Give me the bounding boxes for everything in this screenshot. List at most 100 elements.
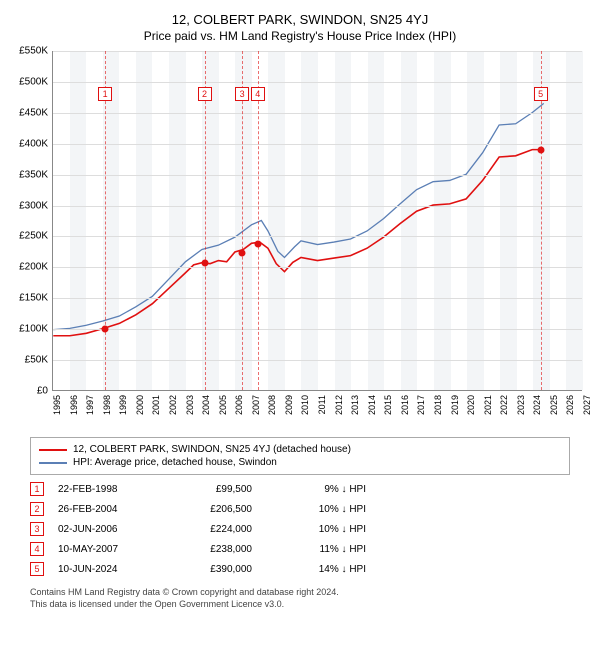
legend-swatch (39, 449, 67, 451)
sales-row-marker: 3 (30, 522, 44, 536)
x-tick-label: 2011 (317, 395, 327, 414)
x-tick-label: 2027 (582, 395, 592, 415)
gridline (53, 267, 582, 268)
title-main: 12, COLBERT PARK, SWINDON, SN25 4YJ (10, 12, 590, 27)
y-tick-label: £550K (19, 46, 48, 57)
x-tick-label: 1997 (85, 395, 95, 415)
x-tick-label: 1995 (52, 395, 62, 415)
x-tick-label: 2014 (367, 395, 377, 415)
footer-line-2: This data is licensed under the Open Gov… (30, 599, 570, 611)
sales-row-date: 10-JUN-2024 (58, 564, 158, 575)
footer-line-1: Contains HM Land Registry data © Crown c… (30, 587, 570, 599)
y-tick-label: £350K (19, 169, 48, 180)
x-tick-label: 2005 (218, 395, 228, 415)
sales-row-date: 22-FEB-1998 (58, 484, 158, 495)
sale-dot (201, 260, 208, 267)
sales-row-diff: 11% ↓ HPI (266, 544, 366, 555)
x-axis: 1995 1996 1997 1998 1999 2000 2001 2002 2003 2004… (52, 391, 582, 431)
x-tick-label: 2015 (383, 395, 393, 415)
y-tick-label: £0 (37, 386, 48, 397)
y-tick-label: £200K (19, 262, 48, 273)
sale-vline (242, 51, 243, 390)
x-tick-label: 2000 (135, 395, 145, 415)
x-tick-label: 2024 (532, 395, 542, 415)
x-tick-label: 2006 (234, 395, 244, 415)
sales-row-diff: 10% ↓ HPI (266, 524, 366, 535)
gridline (53, 144, 582, 145)
x-tick-label: 2010 (300, 395, 310, 415)
gridline (53, 51, 582, 52)
plot-area: 12345 (52, 51, 582, 391)
footer: Contains HM Land Registry data © Crown c… (30, 587, 570, 610)
sales-row-date: 26-FEB-2004 (58, 504, 158, 515)
y-tick-label: £50K (25, 355, 48, 366)
sales-row-price: £99,500 (172, 484, 252, 495)
legend-row: HPI: Average price, detached house, Swin… (39, 457, 561, 468)
sales-row-price: £224,000 (172, 524, 252, 535)
x-tick-label: 2008 (267, 395, 277, 415)
x-tick-label: 2019 (450, 395, 460, 415)
x-tick-label: 2012 (334, 395, 344, 415)
sales-row-price: £206,500 (172, 504, 252, 515)
legend-label: 12, COLBERT PARK, SWINDON, SN25 4YJ (det… (73, 444, 351, 455)
sales-row-price: £238,000 (172, 544, 252, 555)
sales-row-marker: 4 (30, 542, 44, 556)
gridline (53, 113, 582, 114)
sales-row: 1 22-FEB-1998 £99,500 9% ↓ HPI (30, 479, 570, 499)
x-tick-label: 2021 (483, 395, 493, 415)
sales-row-date: 10-MAY-2007 (58, 544, 158, 555)
x-tick-label: 2003 (185, 395, 195, 415)
sales-row-diff: 9% ↓ HPI (266, 484, 366, 495)
gridline (53, 329, 582, 330)
x-tick-label: 1998 (102, 395, 112, 415)
x-tick-label: 2023 (516, 395, 526, 415)
sales-row-price: £390,000 (172, 564, 252, 575)
x-tick-label: 1999 (118, 395, 128, 415)
sale-dot (254, 240, 261, 247)
y-axis: £0£50K£100K£150K£200K£250K£300K£350K£400… (10, 51, 52, 391)
sales-row-date: 02-JUN-2006 (58, 524, 158, 535)
chart-lines (53, 51, 582, 390)
sales-row-diff: 14% ↓ HPI (266, 564, 366, 575)
x-tick-label: 2026 (565, 395, 575, 415)
x-tick-label: 2020 (466, 395, 476, 415)
sale-vline (541, 51, 542, 390)
sales-row-marker: 5 (30, 562, 44, 576)
sale-dot (239, 249, 246, 256)
series-line (53, 150, 539, 336)
sale-vline (205, 51, 206, 390)
chart: £0£50K£100K£150K£200K£250K£300K£350K£400… (10, 51, 590, 431)
y-tick-label: £400K (19, 138, 48, 149)
gridline (53, 360, 582, 361)
gridline (53, 175, 582, 176)
x-tick-label: 2022 (499, 395, 509, 415)
sales-row: 4 10-MAY-2007 £238,000 11% ↓ HPI (30, 539, 570, 559)
sales-row: 5 10-JUN-2024 £390,000 14% ↓ HPI (30, 559, 570, 579)
x-tick-label: 1996 (69, 395, 79, 415)
x-tick-label: 2002 (168, 395, 178, 415)
sale-marker-box: 5 (534, 87, 548, 101)
x-tick-label: 2007 (251, 395, 261, 415)
series-line (53, 103, 543, 329)
y-tick-label: £150K (19, 293, 48, 304)
title-sub: Price paid vs. HM Land Registry's House … (10, 29, 590, 43)
sale-vline (105, 51, 106, 390)
x-tick-label: 2004 (201, 395, 211, 415)
gridline (53, 298, 582, 299)
legend: 12, COLBERT PARK, SWINDON, SN25 4YJ (det… (30, 437, 570, 475)
gridline (53, 82, 582, 83)
legend-label: HPI: Average price, detached house, Swin… (73, 457, 277, 468)
sales-table: 1 22-FEB-1998 £99,500 9% ↓ HPI 2 26-FEB-2004 £… (30, 479, 570, 579)
sale-marker-box: 1 (98, 87, 112, 101)
sale-vline (258, 51, 259, 390)
sales-row-marker: 2 (30, 502, 44, 516)
legend-row: 12, COLBERT PARK, SWINDON, SN25 4YJ (det… (39, 444, 561, 455)
sales-row-marker: 1 (30, 482, 44, 496)
gridline (53, 236, 582, 237)
y-tick-label: £250K (19, 231, 48, 242)
sale-dot (537, 146, 544, 153)
sales-row: 226-FEB-2004£206,50010% ↓ HPI (30, 499, 570, 519)
sales-row: 3 02-JUN-2006 £224,000 10% ↓ HPI (30, 519, 570, 539)
x-tick-label: 2001 (151, 395, 161, 415)
x-tick-label: 2018 (433, 395, 443, 415)
